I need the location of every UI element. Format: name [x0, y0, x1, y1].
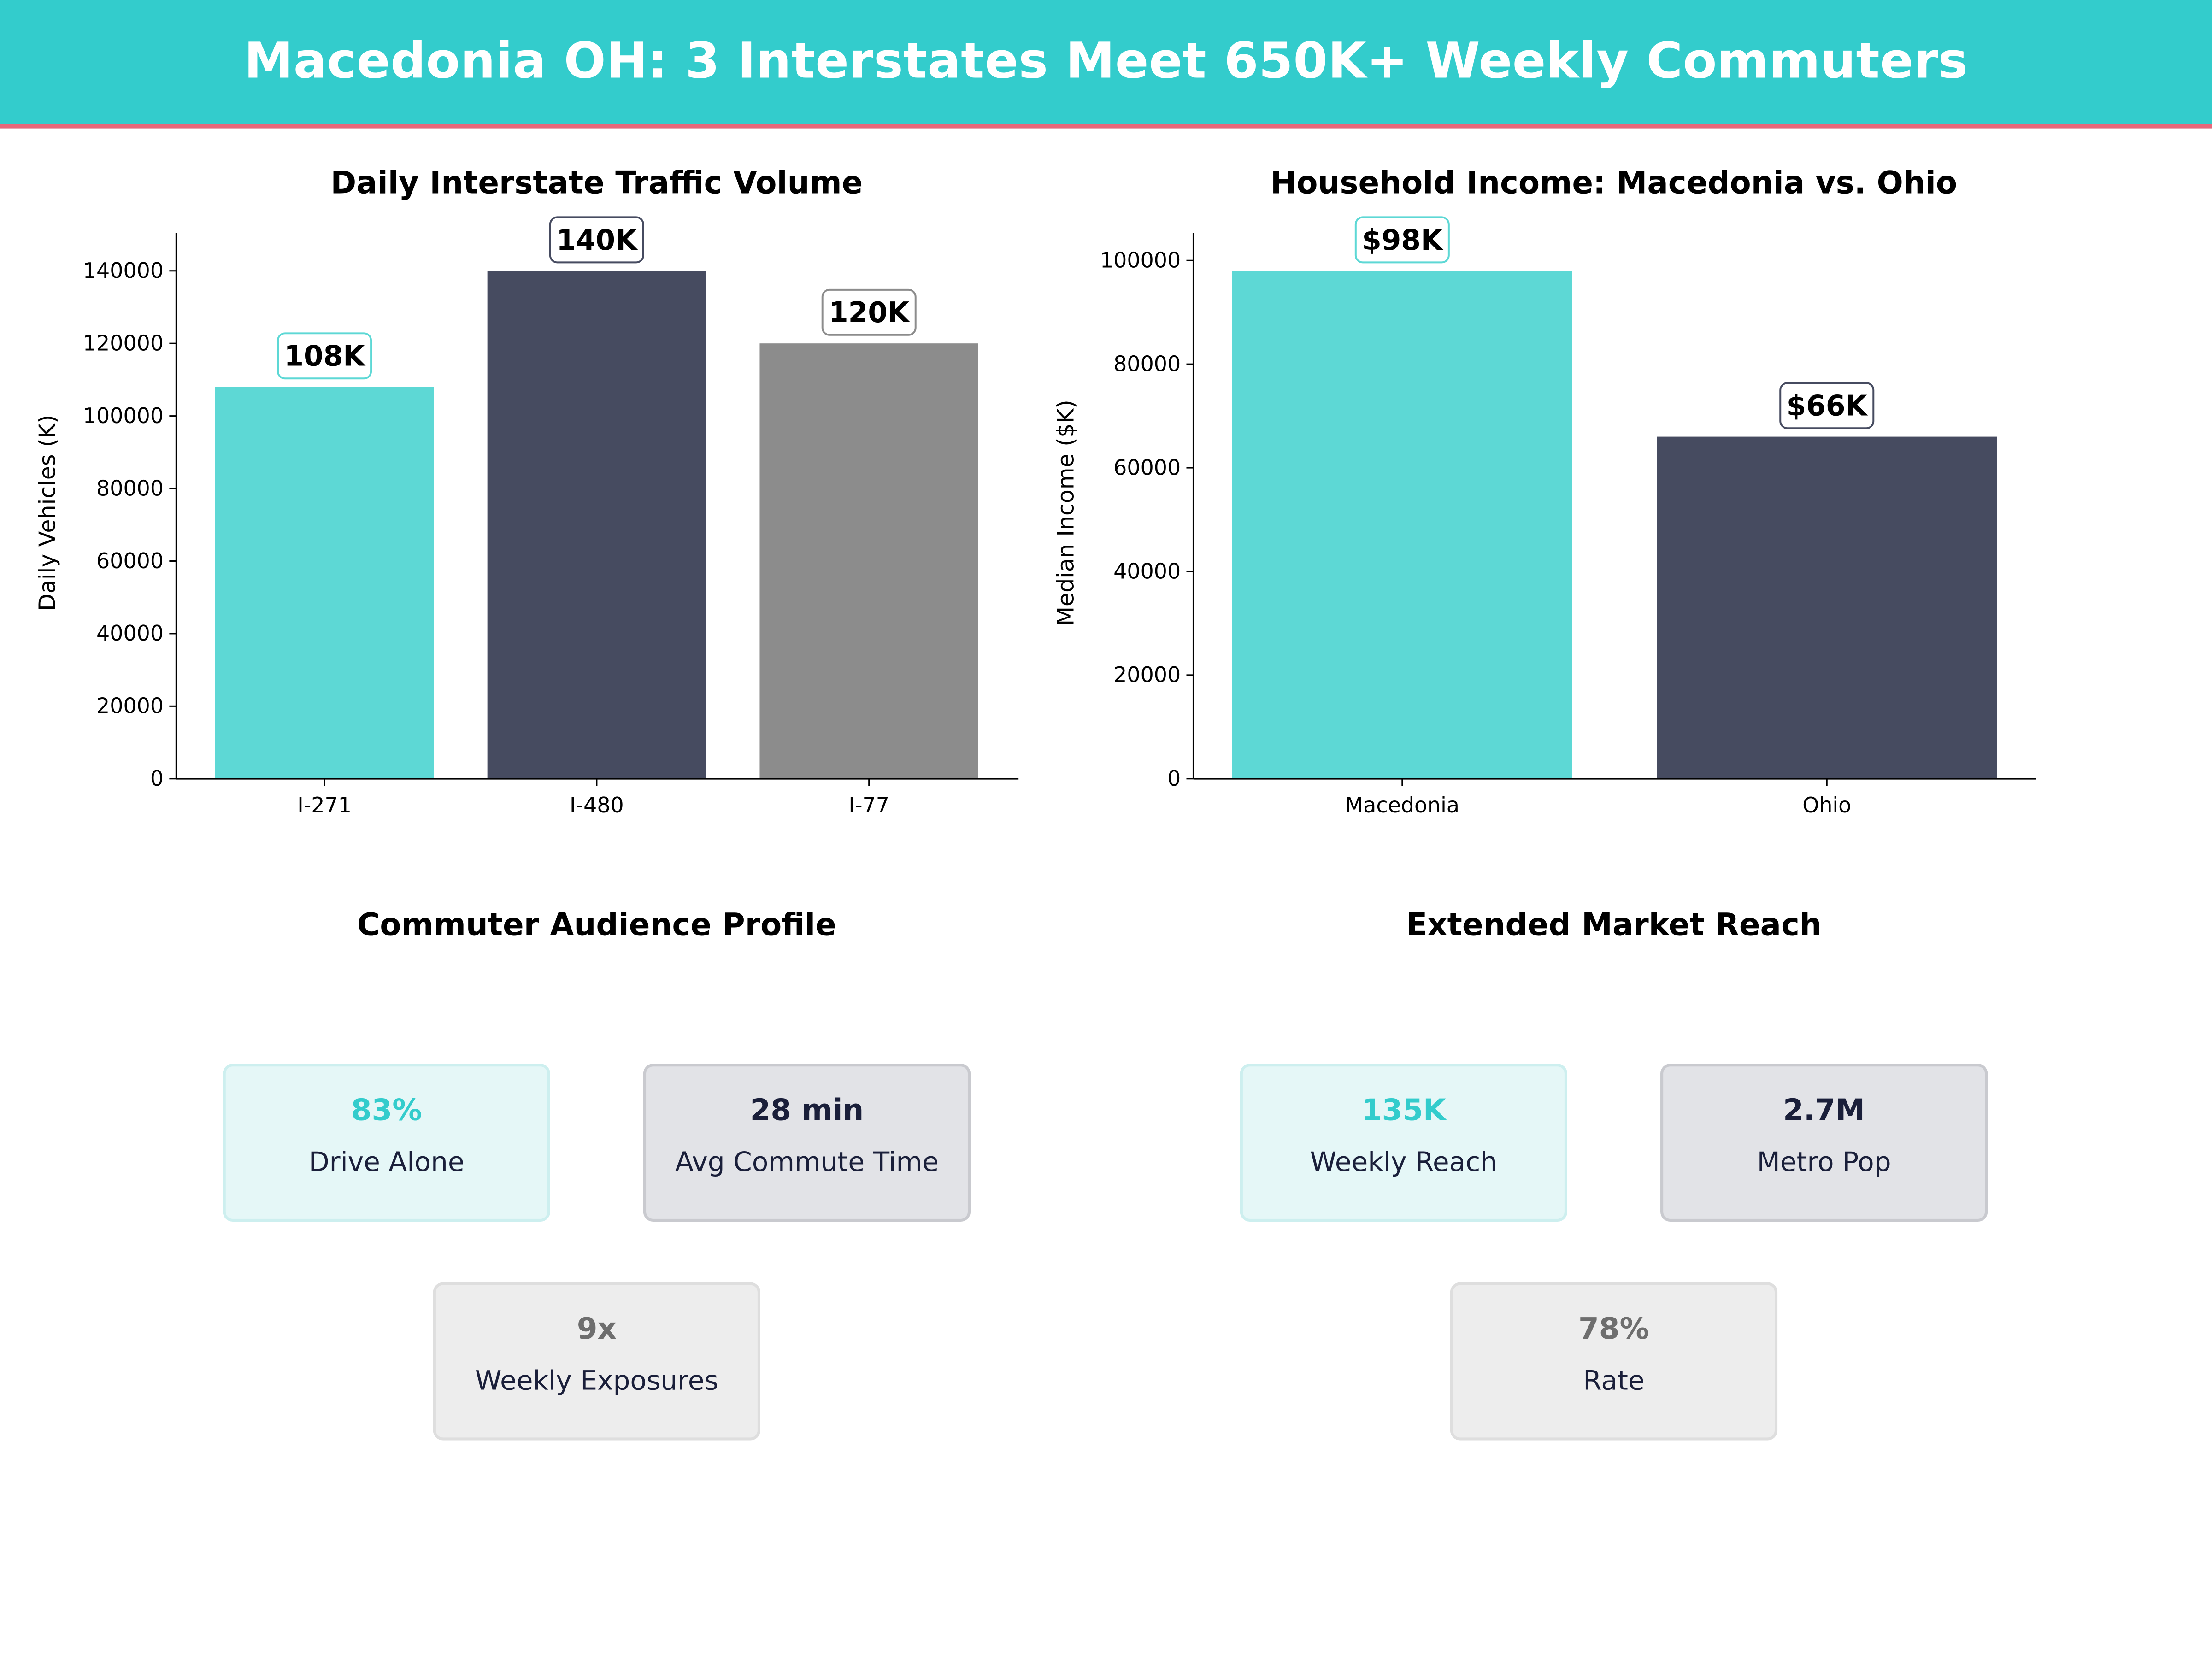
stat-label: Metro Pop [1757, 1147, 1891, 1178]
stat-value: 9x [577, 1312, 617, 1346]
stat-card-metro-pop: 2.7M Metro Pop [1660, 1064, 1988, 1222]
y-tick-label: 60000 [1113, 455, 1181, 480]
data-label: $98K [1362, 224, 1444, 257]
y-tick-label: 0 [150, 766, 164, 791]
x-tick-label: I-480 [570, 793, 624, 818]
stat-label: Rate [1583, 1365, 1645, 1397]
y-axis-label: Daily Vehicles (K) [34, 415, 60, 611]
stat-label: Weekly Exposures [475, 1365, 718, 1397]
data-label-box [821, 288, 917, 336]
y-tick-label: 100000 [83, 403, 164, 428]
x-tick-label: Ohio [1802, 793, 1851, 818]
y-tick-label: 40000 [1113, 559, 1181, 583]
x-tick-label: I-271 [297, 793, 352, 818]
stat-value: 78% [1578, 1312, 1649, 1346]
bar-chart-1: Daily Interstate Traffic Volume Daily Veh… [34, 164, 1019, 818]
stat-label: Weekly Reach [1310, 1147, 1498, 1178]
stat-value: 28 min [750, 1093, 864, 1127]
y-tick-label: 20000 [96, 694, 164, 718]
bar-i-271 [215, 387, 434, 779]
bar-macedonia [1232, 271, 1572, 779]
y-tick-label: 20000 [1113, 662, 1181, 687]
data-label-box [277, 332, 372, 380]
data-label-box [1354, 216, 1450, 264]
y-tick-label: 140000 [83, 258, 164, 283]
stat-value: 83% [351, 1093, 422, 1127]
y-axis-label: Median Income ($K) [1053, 400, 1079, 626]
bar-ohio [1657, 436, 1997, 779]
data-label: 108K [284, 340, 366, 373]
data-label-box [1779, 382, 1875, 429]
data-label: 120K [829, 296, 911, 329]
stat-value: 135K [1361, 1093, 1446, 1127]
stat-card-weekly-reach: 135K Weekly Reach [1240, 1064, 1567, 1222]
x-tick-label: Macedonia [1345, 793, 1459, 818]
y-tick-label: 120000 [83, 330, 164, 355]
x-tick-label: I-77 [848, 793, 889, 818]
data-label: 140K [556, 224, 638, 257]
data-label-box [549, 216, 644, 264]
chart-title: Household Income: Macedonia vs. Ohio [1271, 164, 1957, 200]
bar-i-480 [487, 271, 706, 779]
y-tick-label: 80000 [96, 476, 164, 500]
chart-title: Daily Interstate Traffic Volume [330, 164, 863, 200]
header-banner: Macedonia OH: 3 Interstates Meet 650K+ W… [0, 0, 2212, 129]
charts-area: Daily Interstate Traffic Volume Daily Veh… [34, 164, 2036, 818]
bar-chart-2: Household Income: Macedonia vs. Ohio Medi… [1053, 164, 2036, 818]
page-title: Macedonia OH: 3 Interstates Meet 650K+ W… [244, 34, 1968, 90]
bar-i-77 [759, 343, 978, 779]
stat-value: 2.7M [1783, 1093, 1865, 1127]
stat-card-commute-time: 28 min Avg Commute Time [643, 1064, 971, 1222]
stat-card-drive-alone: 83% Drive Alone [223, 1064, 550, 1222]
stat-label: Avg Commute Time [675, 1147, 939, 1178]
y-tick-label: 0 [1167, 766, 1181, 791]
y-tick-label: 60000 [96, 548, 164, 573]
y-tick-label: 100000 [1100, 248, 1181, 273]
y-tick-label: 80000 [1113, 351, 1181, 376]
profile-title: Commuter Audience Profile [357, 908, 836, 944]
stat-card-weekly-exposures: 9x Weekly Exposures [433, 1282, 760, 1441]
stat-label: Drive Alone [308, 1147, 465, 1178]
reach-title: Extended Market Reach [1406, 908, 1822, 944]
y-tick-label: 40000 [96, 621, 164, 646]
data-label: $66K [1787, 390, 1869, 423]
stat-card-rate: 78% Rate [1450, 1282, 1778, 1441]
